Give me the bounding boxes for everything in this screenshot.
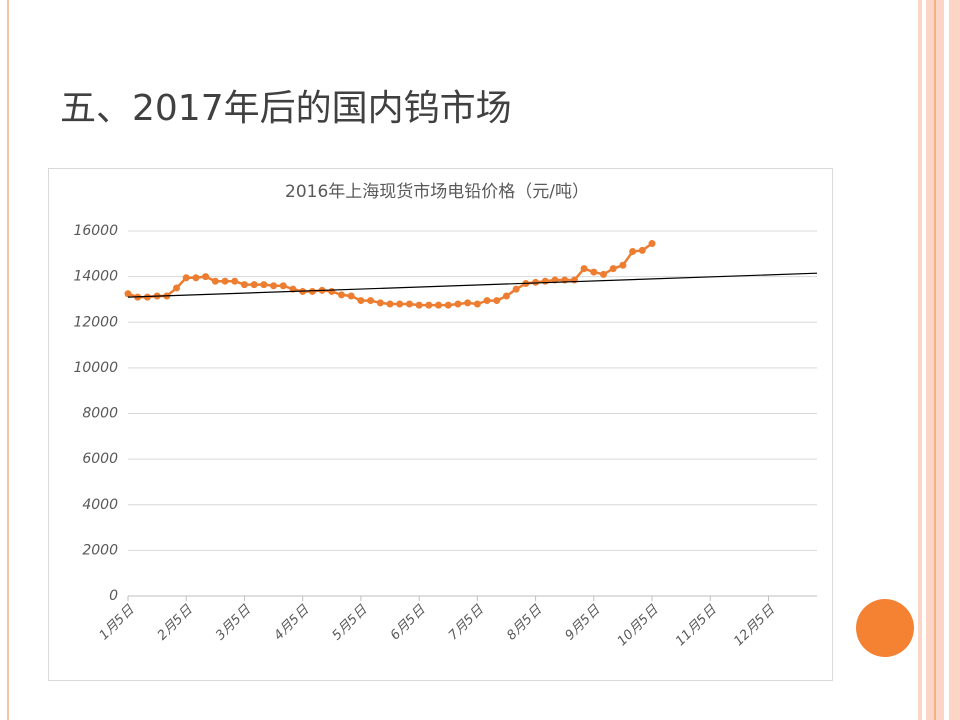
stripe	[934, 0, 936, 720]
data-point	[435, 301, 443, 309]
trendline	[127, 272, 818, 298]
y-tick-label: 2000	[82, 542, 118, 558]
data-point	[483, 297, 491, 305]
data-point	[221, 277, 229, 285]
y-tick-label: 14000	[73, 269, 118, 285]
decor-circle	[856, 599, 914, 657]
data-point	[425, 301, 433, 309]
data-point	[454, 300, 462, 308]
data-point	[260, 281, 268, 289]
data-point	[609, 265, 617, 273]
data-point	[532, 278, 540, 286]
data-point	[512, 285, 520, 293]
data-point	[444, 301, 452, 309]
data-point	[386, 300, 394, 308]
stripe	[922, 0, 926, 720]
data-point	[211, 277, 219, 285]
stripe	[944, 0, 949, 720]
data-point	[279, 282, 287, 290]
data-point	[464, 299, 472, 307]
data-point	[570, 276, 578, 284]
y-tick-label: 6000	[82, 451, 118, 467]
data-point	[590, 268, 598, 276]
y-tick-label: 0	[109, 588, 118, 604]
data-point	[347, 292, 355, 300]
data-point	[240, 281, 248, 289]
data-point	[493, 297, 501, 305]
data-point	[357, 297, 365, 305]
data-point	[202, 273, 210, 281]
data-point	[337, 291, 345, 299]
data-point	[192, 274, 200, 282]
data-point	[648, 240, 656, 248]
data-point	[124, 290, 132, 298]
data-point	[250, 281, 258, 289]
data-point	[173, 284, 181, 292]
y-tick-label: 12000	[73, 314, 118, 330]
data-point	[270, 282, 278, 290]
data-point	[638, 246, 646, 254]
data-point	[328, 287, 336, 295]
data-point	[502, 292, 510, 300]
data-point	[182, 274, 190, 282]
data-point	[308, 287, 316, 295]
y-tick-label: 10000	[73, 360, 118, 376]
data-point	[619, 261, 627, 269]
data-point	[600, 270, 608, 278]
data-point	[367, 297, 375, 305]
y-tick-label: 4000	[82, 497, 118, 513]
data-point	[376, 299, 384, 307]
data-point	[473, 300, 481, 308]
data-point	[580, 265, 588, 273]
data-point	[143, 293, 151, 301]
data-point	[405, 300, 413, 308]
y-tick-label: 8000	[82, 406, 118, 422]
chart-title: 2016年上海现货市场电铅价格（元/吨）	[285, 182, 589, 202]
data-point	[415, 301, 423, 309]
data-point	[541, 277, 549, 285]
data-point	[231, 277, 239, 285]
data-point	[396, 300, 404, 308]
slide-title: 五、2017年后的国内钨市场	[60, 88, 512, 129]
chart-area	[48, 168, 833, 681]
y-tick-label: 16000	[73, 223, 118, 239]
data-point	[629, 248, 637, 256]
